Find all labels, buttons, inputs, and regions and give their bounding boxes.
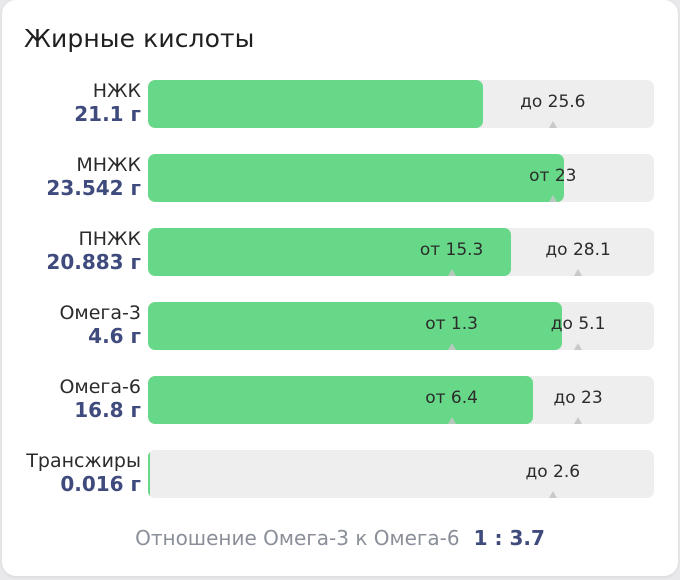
- nutrient-amount: 0.016 г: [60, 472, 141, 496]
- ratio-label: Отношение Омега-3 к Омега-6: [135, 526, 460, 550]
- nutrient-list: НЖК 21.1 г до 25.6 МНЖК 23.542 г от 23: [2, 80, 678, 524]
- progress-fill: [148, 80, 483, 128]
- progress-fill: [148, 376, 534, 424]
- norm-marker-label: от 1.3: [425, 314, 478, 334]
- nutrient-name: ПНЖК: [78, 228, 141, 250]
- nutrient-name: Омега-6: [59, 376, 141, 398]
- nutrient-label: Трансжиры 0.016 г: [26, 450, 141, 496]
- nutrient-amount: 20.883 г: [46, 250, 141, 274]
- progress-track: от 1.3 до 5.1: [148, 302, 654, 350]
- nutrient-label: Омега-3 4.6 г: [59, 302, 141, 348]
- norm-marker-label: от 6.4: [425, 388, 478, 408]
- marker-triangle-icon: [447, 417, 456, 424]
- progress-fill: [148, 302, 562, 350]
- nutrient-label: Омега-6 16.8 г: [59, 376, 141, 422]
- nutrient-row-nzhk: НЖК 21.1 г до 25.6: [2, 80, 678, 128]
- progress-track: до 25.6: [148, 80, 654, 128]
- nutrient-amount: 16.8 г: [74, 398, 141, 422]
- nutrient-name: МНЖК: [76, 154, 141, 176]
- marker-triangle-icon: [447, 343, 456, 350]
- nutrient-row-omega-3: Омега-3 4.6 г от 1.3 до 5.1: [2, 302, 678, 350]
- nutrient-name: Омега-3: [59, 302, 141, 324]
- nutrient-row-omega-6: Омега-6 16.8 г от 6.4 до 23: [2, 376, 678, 424]
- progress-fill: [148, 450, 151, 498]
- progress-track: от 23: [148, 154, 654, 202]
- nutrient-row-pnzhk: ПНЖК 20.883 г от 15.3 до 28.1: [2, 228, 678, 276]
- norm-marker-label: до 2.6: [525, 462, 581, 482]
- norm-marker-label: от 23: [529, 166, 577, 186]
- marker-triangle-icon: [548, 121, 557, 128]
- nutrient-row-mnzhk: МНЖК 23.542 г от 23: [2, 154, 678, 202]
- nutrient-name: НЖК: [92, 80, 141, 102]
- marker-triangle-icon: [548, 195, 557, 202]
- nutrient-label: МНЖК 23.542 г: [46, 154, 141, 200]
- norm-marker-label: от 15.3: [419, 240, 484, 260]
- marker-triangle-icon: [574, 343, 583, 350]
- nutrient-label: НЖК 21.1 г: [74, 80, 141, 126]
- progress-track: до 2.6: [148, 450, 654, 498]
- progress-track: от 6.4 до 23: [148, 376, 654, 424]
- nutrient-amount: 23.542 г: [46, 176, 141, 200]
- nutrient-row-trans-fats: Трансжиры 0.016 г до 2.6: [2, 450, 678, 498]
- norm-marker-label: до 25.6: [520, 92, 586, 112]
- marker-triangle-icon: [574, 269, 583, 276]
- progress-track: от 15.3 до 28.1: [148, 228, 654, 276]
- nutrient-amount: 4.6 г: [88, 324, 141, 348]
- marker-triangle-icon: [548, 491, 557, 498]
- nutrient-name: Трансжиры: [26, 450, 141, 472]
- norm-marker-label: до 23: [553, 388, 603, 408]
- card-title: Жирные кислоты: [24, 24, 255, 53]
- omega-ratio-footer: Отношение Омега-3 к Омега-6 1 : 3.7: [2, 526, 678, 550]
- progress-fill: [148, 154, 564, 202]
- marker-triangle-icon: [447, 269, 456, 276]
- norm-marker-label: до 28.1: [545, 240, 611, 260]
- ratio-value: 1 : 3.7: [473, 526, 545, 550]
- marker-triangle-icon: [574, 417, 583, 424]
- progress-fill: [148, 228, 511, 276]
- norm-marker-label: до 5.1: [550, 314, 606, 334]
- nutrient-amount: 21.1 г: [74, 102, 141, 126]
- nutrient-label: ПНЖК 20.883 г: [46, 228, 141, 274]
